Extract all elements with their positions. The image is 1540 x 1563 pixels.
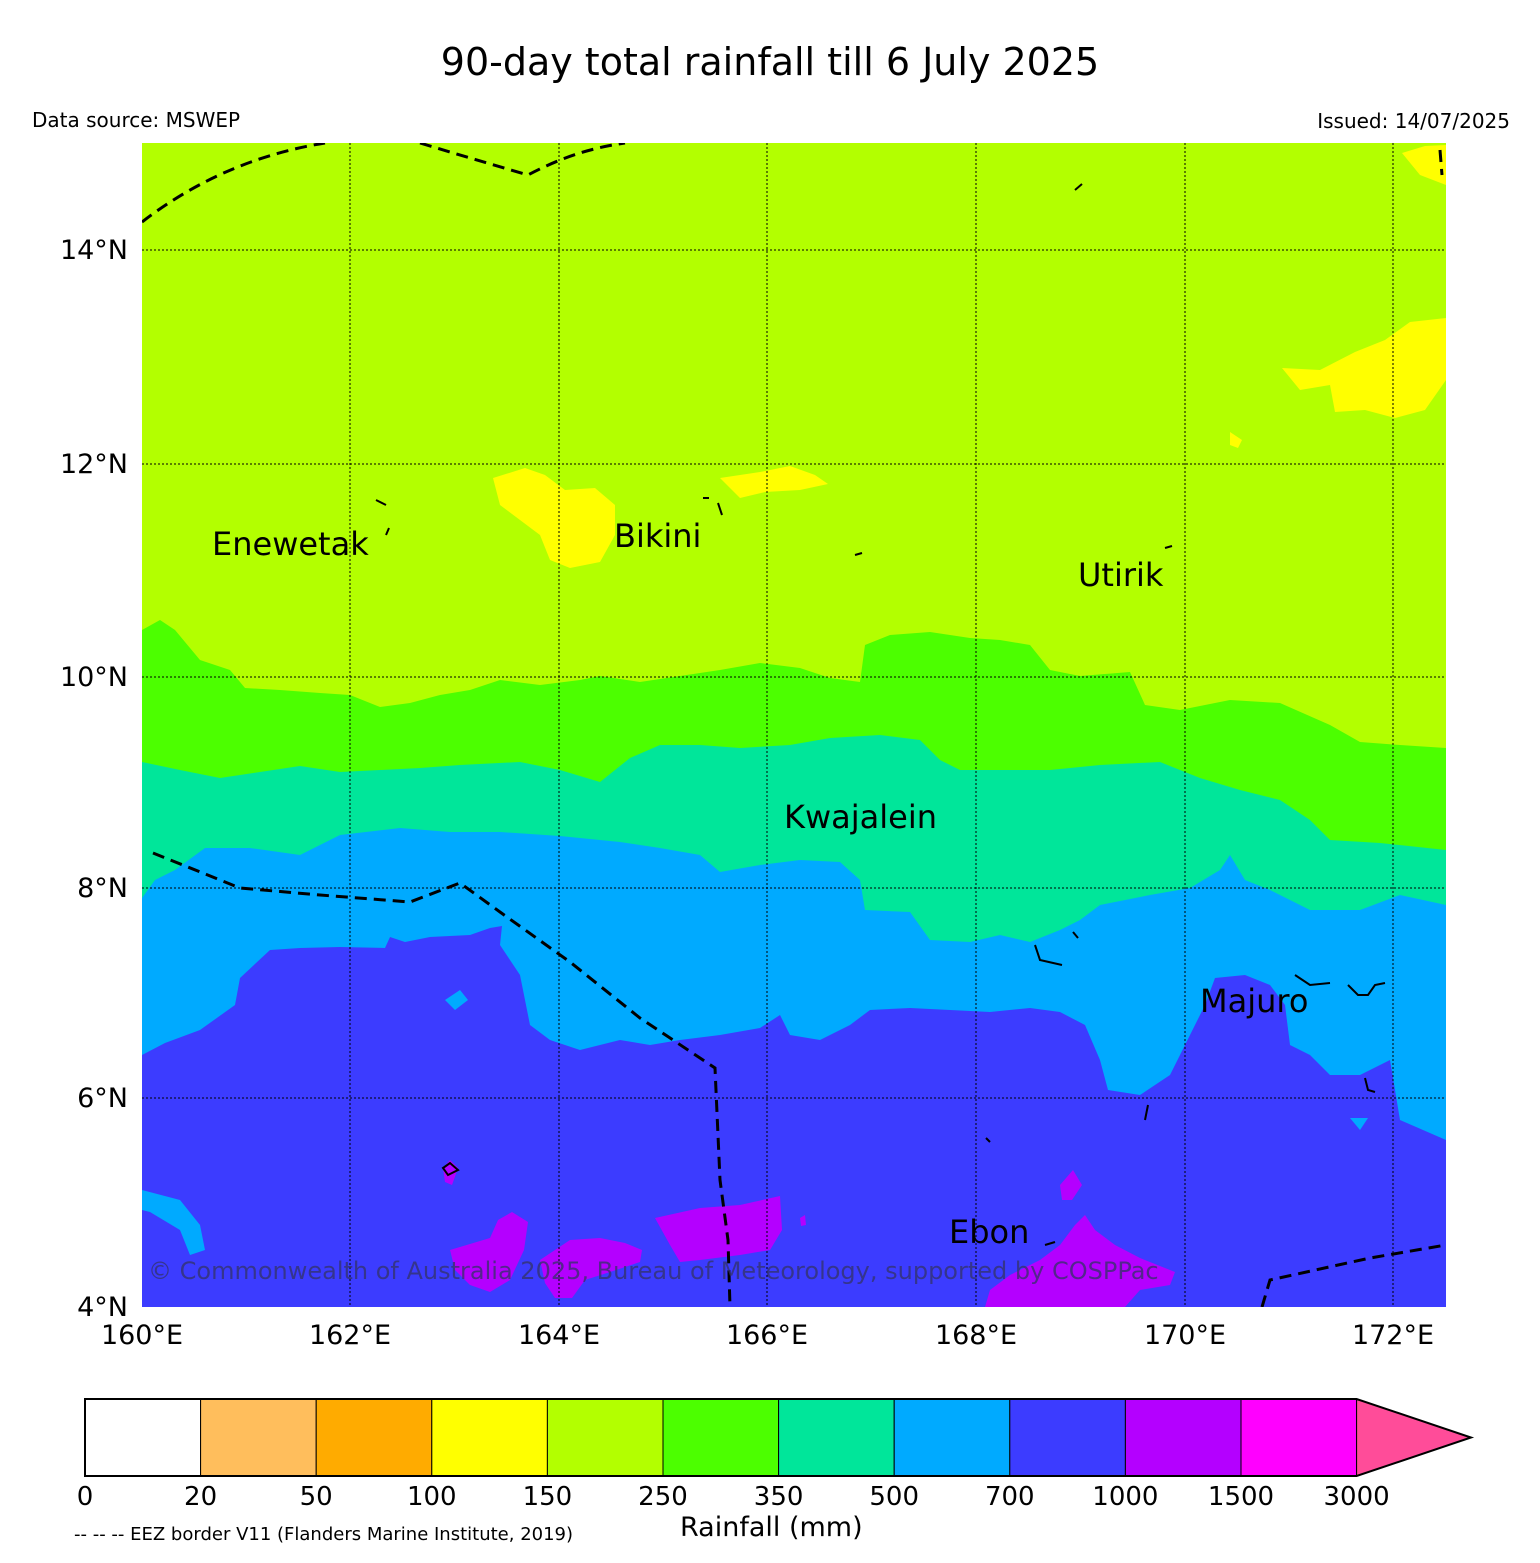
label-kwajalein: Kwajalein — [784, 798, 937, 836]
colorbar-tick-label: 100 — [406, 1482, 457, 1512]
lat-label: 10°N — [60, 662, 128, 693]
lon-labels: 160°E 162°E 164°E 166°E 168°E 170°E 172°… — [101, 1320, 1434, 1351]
colorbar-swatch — [1009, 1398, 1126, 1477]
lon-label: 170°E — [1144, 1320, 1226, 1351]
colorbar-swatch — [315, 1398, 433, 1477]
colorbar-tick-label: 700 — [984, 1482, 1035, 1512]
zone-700-1000 — [142, 926, 1446, 1307]
colorbar — [84, 1398, 1475, 1477]
lat-labels: 14°N 12°N 10°N 8°N 6°N 4°N — [60, 235, 128, 1323]
lon-label: 168°E — [935, 1320, 1017, 1351]
lat-label: 8°N — [77, 873, 128, 904]
colorbar-extend-arrow — [1356, 1398, 1473, 1477]
lat-label: 14°N — [60, 235, 128, 266]
colorbar-tick-label: 150 — [522, 1482, 573, 1512]
colorbar-swatch — [546, 1398, 664, 1477]
colorbar-swatch — [662, 1398, 780, 1477]
colorbar-tick-label: 50 — [299, 1482, 333, 1512]
colorbar-swatch — [84, 1398, 202, 1477]
colorbar-tick-label: 3000 — [1323, 1482, 1390, 1512]
colorbar-frame — [84, 1398, 1475, 1477]
zone-1000-1500 — [450, 1212, 528, 1292]
colorbar-tick-label: 20 — [184, 1482, 218, 1512]
colorbar-swatch — [200, 1398, 317, 1477]
label-ebon: Ebon — [949, 1213, 1029, 1251]
colorbar-tick-label: 1500 — [1207, 1482, 1275, 1512]
data-source: Data source: MSWEP — [32, 108, 241, 132]
colorbar-tick-label: 0 — [76, 1482, 94, 1512]
colorbar-swatch — [1124, 1398, 1242, 1477]
rainfall-contours — [142, 143, 1446, 1307]
graticule — [142, 143, 1446, 1307]
lat-label: 12°N — [60, 449, 128, 480]
place-labels: Enewetak Bikini Utirik Kwajalein Majuro … — [212, 517, 1308, 1251]
colorbar-tick-label: 250 — [638, 1482, 688, 1512]
lon-label: 162°E — [309, 1320, 391, 1351]
lon-label: 166°E — [726, 1320, 808, 1351]
lat-label: 6°N — [77, 1083, 128, 1114]
colorbar-tick-label: 350 — [753, 1482, 804, 1512]
eez-border — [142, 143, 1446, 1307]
lon-label: 160°E — [101, 1320, 183, 1351]
lat-label: 4°N — [77, 1292, 128, 1323]
copyright-text: © Commonwealth of Australia 2025, Bureau… — [148, 1257, 1159, 1285]
island-outlines — [375, 183, 1386, 1246]
label-bikini: Bikini — [614, 517, 701, 555]
label-utirik: Utirik — [1078, 556, 1164, 594]
colorbar-swatch — [1240, 1398, 1358, 1477]
colorbar-tick-label: 1000 — [1092, 1482, 1159, 1512]
label-majuro: Majuro — [1200, 982, 1308, 1020]
colorbar-swatch — [431, 1398, 548, 1477]
eez-note: -- -- -- EEZ border V11 (Flanders Marine… — [74, 1524, 574, 1545]
issued-date: Issued: 14/07/2025 — [1317, 109, 1510, 133]
lon-label: 164°E — [518, 1320, 600, 1351]
label-enewetak: Enewetak — [212, 525, 369, 563]
zone-100-150 — [493, 468, 615, 568]
colorbar-swatch — [778, 1398, 895, 1477]
lon-label: 172°E — [1352, 1320, 1434, 1351]
colorbar-tick-label: 500 — [869, 1482, 920, 1512]
colorbar-swatch — [893, 1398, 1011, 1477]
map-title: 90-day total rainfall till 6 July 2025 — [440, 40, 1100, 84]
colorbar-title: Rainfall (mm) — [680, 1512, 863, 1543]
